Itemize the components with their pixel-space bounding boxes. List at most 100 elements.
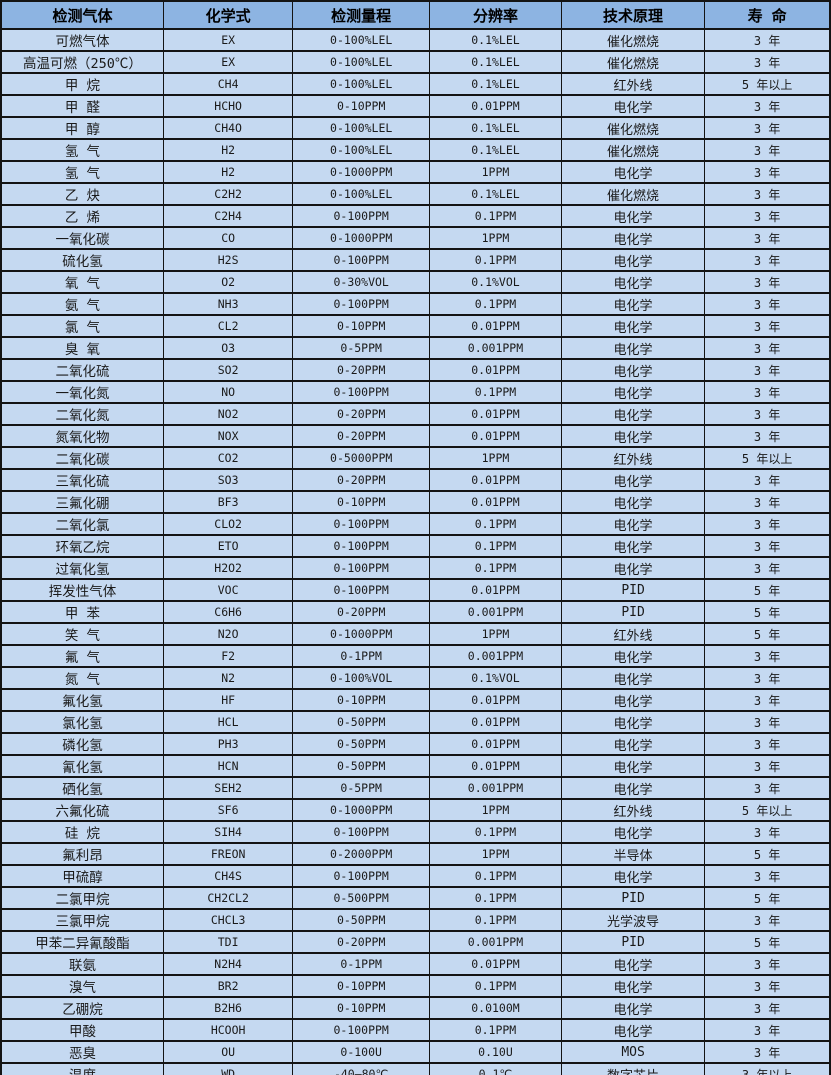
cell-gas-name: 硫化氢 <box>0 248 164 272</box>
cell-formula: CH4O <box>162 116 294 140</box>
table-row: 三氯甲烷 CHCL3 0-50PPM 0.1PPM 光学波导 3 年 <box>0 908 831 932</box>
cell-range: 0-100%LEL <box>292 116 431 140</box>
table-row: 氢 气 H2 0-100%LEL 0.1%LEL 催化燃烧 3 年 <box>0 138 831 162</box>
cell-principle: 电化学 <box>560 468 706 492</box>
cell-resolution: 0.001PPM <box>429 336 562 360</box>
table-row: 二氧化氮 NO2 0-20PPM 0.01PPM 电化学 3 年 <box>0 402 831 426</box>
cell-resolution: 0.01PPM <box>429 578 562 602</box>
cell-range: 0-10PPM <box>292 688 431 712</box>
cell-gas-name: 二氧化碳 <box>0 446 164 470</box>
cell-principle: 电化学 <box>560 402 706 426</box>
cell-lifespan: 5 年 <box>704 578 831 602</box>
cell-resolution: 0.1%LEL <box>429 72 562 96</box>
cell-formula: SO3 <box>162 468 294 492</box>
cell-principle: 电化学 <box>560 556 706 580</box>
cell-principle: 电化学 <box>560 864 706 888</box>
cell-lifespan: 3 年 <box>704 182 831 206</box>
table-row: 硅 烷 SIH4 0-100PPM 0.1PPM 电化学 3 年 <box>0 820 831 844</box>
cell-principle: 电化学 <box>560 512 706 536</box>
cell-principle: PID <box>560 600 706 624</box>
cell-principle: 电化学 <box>560 754 706 778</box>
cell-resolution: 0.1PPM <box>429 886 562 910</box>
table-row: 温度WD-40—80℃0.1℃数字芯片3 年以上 <box>0 1062 831 1075</box>
cell-principle: 电化学 <box>560 160 706 184</box>
cell-resolution: 0.1PPM <box>429 820 562 844</box>
cell-formula: SF6 <box>162 798 294 822</box>
cell-range: 0-10PPM <box>292 94 431 118</box>
cell-lifespan: 3 年 <box>704 226 831 250</box>
cell-range: 0-10PPM <box>292 974 431 998</box>
cell-range: 0-50PPM <box>292 754 431 778</box>
cell-formula: O2 <box>162 270 294 294</box>
cell-principle: 电化学 <box>560 226 706 250</box>
header-range: 检测量程 <box>292 0 431 30</box>
cell-formula: C6H6 <box>162 600 294 624</box>
cell-gas-name: 氟化氢 <box>0 688 164 712</box>
cell-gas-name: 甲 苯 <box>0 600 164 624</box>
cell-principle: 电化学 <box>560 380 706 404</box>
cell-resolution: 0.1PPM <box>429 974 562 998</box>
cell-principle: 电化学 <box>560 358 706 382</box>
cell-principle: 电化学 <box>560 776 706 800</box>
table-row: 甲硫醇 CH4S 0-100PPM 0.1PPM 电化学 3 年 <box>0 864 831 888</box>
cell-formula: C2H4 <box>162 204 294 228</box>
cell-lifespan: 3 年 <box>704 1018 831 1042</box>
cell-gas-name: 氮 气 <box>0 666 164 690</box>
cell-gas-name: 乙硼烷 <box>0 996 164 1020</box>
cell-range: 0-100PPM <box>292 578 431 602</box>
table-header: 检测气体 化学式 检测量程 分辨率 技术原理 寿 命 <box>0 0 831 30</box>
cell-range: 0-100PPM <box>292 292 431 316</box>
cell-formula: CLO2 <box>162 512 294 536</box>
table-row: 甲 醇 CH4O 0-100%LEL 0.1%LEL 催化燃烧 3 年 <box>0 116 831 140</box>
cell-principle: 催化燃烧 <box>560 116 706 140</box>
table-row: 氧 气 O2 0-30%VOL 0.1%VOL 电化学 3 年 <box>0 270 831 294</box>
cell-principle: 电化学 <box>560 248 706 272</box>
cell-lifespan: 3 年 <box>704 314 831 338</box>
cell-formula: NO2 <box>162 402 294 426</box>
cell-range: 0-100%LEL <box>292 28 431 52</box>
table-row: 可燃气体 EX 0-100%LEL 0.1%LEL 催化燃烧 3 年 <box>0 28 831 52</box>
cell-range: 0-100PPM <box>292 1018 431 1042</box>
cell-principle: 催化燃烧 <box>560 138 706 162</box>
cell-principle: PID <box>560 578 706 602</box>
table-row: 三氧化硫 SO3 0-20PPM 0.01PPM 电化学 3 年 <box>0 468 831 492</box>
table-row: 甲苯二异氰酸酯 TDI 0-20PPM 0.001PPM PID 5 年 <box>0 930 831 954</box>
cell-lifespan: 3 年 <box>704 710 831 734</box>
cell-gas-name: 二氧化硫 <box>0 358 164 382</box>
cell-gas-name: 三氯甲烷 <box>0 908 164 932</box>
table-row: 磷化氢 PH3 0-50PPM 0.01PPM 电化学 3 年 <box>0 732 831 756</box>
table-row: 氨 气 NH3 0-100PPM 0.1PPM 电化学 3 年 <box>0 292 831 316</box>
cell-resolution: 0.1PPM <box>429 512 562 536</box>
cell-range: 0-5PPM <box>292 336 431 360</box>
cell-range: 0-100%LEL <box>292 138 431 162</box>
cell-resolution: 0.01PPM <box>429 314 562 338</box>
cell-formula: NH3 <box>162 292 294 316</box>
cell-gas-name: 乙 炔 <box>0 182 164 206</box>
cell-resolution: 1PPM <box>429 622 562 646</box>
cell-resolution: 0.001PPM <box>429 930 562 954</box>
table-row: 氟化氢 HF 0-10PPM 0.01PPM 电化学 3 年 <box>0 688 831 712</box>
cell-gas-name: 溴气 <box>0 974 164 998</box>
cell-gas-name: 硒化氢 <box>0 776 164 800</box>
cell-lifespan: 3 年 <box>704 776 831 800</box>
cell-formula: ETO <box>162 534 294 558</box>
table-row: 臭 氧 O3 0-5PPM 0.001PPM 电化学 3 年 <box>0 336 831 360</box>
table-row: 乙 烯 C2H4 0-100PPM 0.1PPM 电化学 3 年 <box>0 204 831 228</box>
cell-range: 0-20PPM <box>292 600 431 624</box>
cell-range: 0-20PPM <box>292 402 431 426</box>
cell-resolution: 0.1PPM <box>429 292 562 316</box>
cell-resolution: 0.1%VOL <box>429 666 562 690</box>
cell-formula: BR2 <box>162 974 294 998</box>
cell-range: 0-1000PPM <box>292 622 431 646</box>
table-row: 氰化氢 HCN 0-50PPM 0.01PPM 电化学 3 年 <box>0 754 831 778</box>
cell-formula: CH4S <box>162 864 294 888</box>
cell-resolution: 1PPM <box>429 160 562 184</box>
cell-resolution: 0.1PPM <box>429 204 562 228</box>
table-row: 二氧化碳 CO2 0-5000PPM 1PPM 红外线 5 年以上 <box>0 446 831 470</box>
cell-formula: SEH2 <box>162 776 294 800</box>
cell-lifespan: 3 年 <box>704 358 831 382</box>
cell-resolution: 1PPM <box>429 446 562 470</box>
cell-range: 0-10PPM <box>292 314 431 338</box>
cell-lifespan: 3 年 <box>704 160 831 184</box>
